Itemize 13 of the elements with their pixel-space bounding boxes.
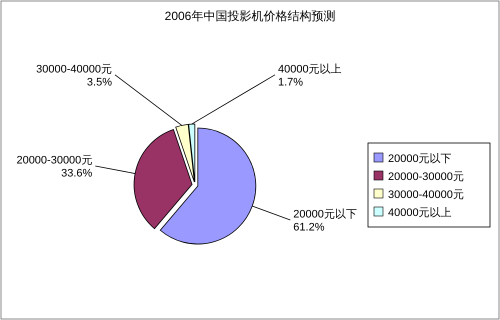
data-label: 1.7% [278,76,304,88]
slice-label: 40000元以上 [278,62,342,76]
slice-label: 30000-40000元 [36,63,112,76]
data-label: 3.5% [86,76,112,88]
chart-title: 2006年中国投影机价格结构预测 [164,9,336,23]
legend-label: 20000元以下 [388,152,452,165]
data-label: 33.6% [61,167,93,180]
legend-label: 20000-30000元 [388,171,464,183]
legend-label: 30000-40000元 [388,189,464,201]
slice-label: 20000-30000元 [16,154,92,166]
slice-label: 20000元以下 [293,207,357,220]
data-label: 61.2% [293,221,325,234]
legend-label: 40000元以上 [388,206,452,219]
